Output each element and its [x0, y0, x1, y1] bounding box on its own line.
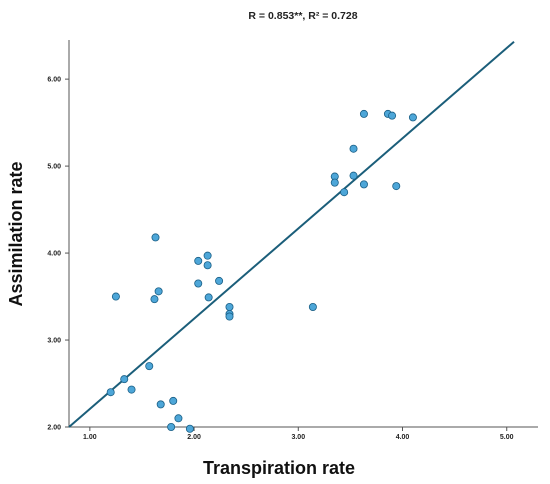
y-tick-label: 3.00 — [47, 338, 61, 345]
x-ticks: 1.00 2.00 3.00 4.00 5.00 — [83, 427, 514, 441]
x-tick-label: 5.00 — [500, 434, 514, 441]
data-point — [203, 251, 212, 260]
x-tick-label: 3.00 — [291, 434, 305, 441]
data-point — [308, 302, 317, 311]
data-point — [340, 188, 349, 197]
y-tick-label: 4.00 — [47, 251, 61, 258]
x-axis-title: Transpiration rate — [203, 458, 355, 478]
data-point — [349, 144, 358, 153]
data-point — [111, 292, 120, 301]
y-axis-title: Assimilation rate — [6, 161, 26, 306]
data-point — [215, 276, 224, 285]
data-point — [145, 362, 154, 371]
y-tick-label: 5.00 — [47, 164, 61, 171]
data-points — [106, 109, 417, 433]
data-point — [204, 293, 213, 302]
data-point — [194, 256, 203, 265]
y-tick-label: 6.00 — [47, 77, 61, 84]
regression-line — [68, 40, 515, 428]
data-point — [225, 302, 234, 311]
data-point — [169, 396, 178, 405]
y-ticks: 2.00 3.00 4.00 5.00 6.00 — [47, 77, 69, 432]
x-tick-label: 4.00 — [396, 434, 410, 441]
data-point — [150, 295, 159, 304]
data-point — [392, 182, 401, 191]
axes — [68, 40, 538, 428]
data-point — [106, 388, 115, 397]
data-point — [359, 109, 368, 118]
data-point — [408, 113, 417, 122]
data-point — [127, 385, 136, 394]
chart-title: R = 0.853**, R² = 0.728 — [248, 10, 357, 22]
data-point — [120, 375, 129, 384]
data-point — [174, 414, 183, 423]
data-point — [185, 424, 194, 433]
data-point — [225, 312, 234, 321]
data-point — [330, 178, 339, 187]
x-tick-label: 2.00 — [187, 434, 201, 441]
data-point — [156, 400, 165, 409]
data-point — [203, 261, 212, 270]
data-point — [359, 180, 368, 189]
y-tick-label: 2.00 — [47, 425, 61, 432]
x-tick-label: 1.00 — [83, 434, 97, 441]
fit-line-group — [68, 40, 515, 428]
data-point — [151, 233, 160, 242]
data-point — [154, 287, 163, 296]
data-point — [194, 279, 203, 288]
data-point — [349, 171, 358, 180]
data-point — [388, 111, 397, 120]
data-point — [167, 422, 176, 431]
